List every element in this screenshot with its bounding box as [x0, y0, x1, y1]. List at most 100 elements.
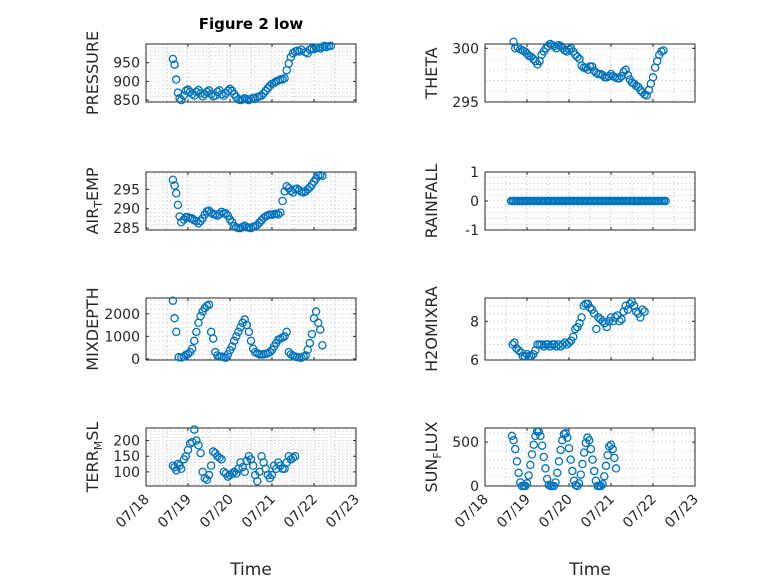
data-point: [640, 307, 649, 316]
data-point: [539, 452, 549, 462]
y-tick-label: 150: [113, 449, 140, 465]
data-point: [234, 327, 243, 337]
data-point: [206, 461, 216, 470]
y-tick-label: 500: [452, 435, 479, 451]
data-point: [571, 50, 580, 59]
data-point: [589, 466, 599, 476]
data-point: [568, 466, 577, 476]
data-point: [578, 459, 587, 469]
data-point: [556, 445, 565, 455]
axes-box: [484, 297, 696, 361]
data-point: [179, 215, 189, 224]
data-point: [196, 448, 205, 458]
data-point: [183, 349, 193, 359]
x-tick-label: 07/19: [155, 492, 195, 532]
data-point: [545, 342, 555, 351]
data-point: [623, 305, 633, 314]
data-point: [629, 301, 639, 310]
data-point: [227, 469, 237, 478]
data-point: [219, 91, 228, 100]
data-point: [588, 455, 597, 464]
y-tick-label: 0: [131, 352, 140, 368]
data-point: [204, 300, 214, 310]
data-point: [261, 86, 270, 96]
data-point: [316, 325, 325, 334]
x-tick-label: 07/20: [536, 492, 576, 532]
data-point: [259, 213, 268, 223]
data-point: [307, 329, 317, 339]
data-point: [223, 350, 233, 359]
y-tick-label: 285: [113, 221, 140, 237]
data-point: [194, 219, 203, 228]
data-point: [586, 444, 596, 454]
data-point: [638, 305, 647, 314]
data-point: [175, 94, 184, 103]
data-point: [170, 314, 179, 323]
data-point: [202, 87, 212, 97]
data-point: [566, 455, 575, 464]
y-tick-label: 1: [470, 165, 479, 181]
data-point: [575, 318, 584, 328]
data-point: [510, 444, 520, 454]
data-point: [642, 91, 651, 100]
data-point: [303, 185, 312, 194]
data-point: [192, 436, 201, 445]
y-tick-label: -1: [465, 223, 479, 239]
data-point: [514, 468, 523, 478]
data-point: [269, 78, 279, 88]
data-point: [217, 207, 226, 217]
data-point: [259, 89, 268, 98]
data-point: [596, 481, 606, 491]
axes-air_temp: 285 290 295 AIRTEMP: [83, 167, 357, 237]
data-point: [311, 307, 321, 316]
data-point: [309, 44, 319, 54]
data-point: [173, 200, 183, 210]
data-point: [636, 313, 645, 322]
data-point: [573, 52, 582, 62]
data-point: [520, 47, 530, 56]
axes-sun_flux: 0 500 07/18 07/19 07/20 07/21 07/22 07/23 Time SU…: [422, 421, 702, 580]
data-point: [536, 431, 545, 441]
data-point: [579, 448, 589, 457]
data-point: [168, 54, 178, 64]
data-point: [558, 436, 567, 445]
x-tick-label: 07/19: [494, 492, 534, 532]
data-point: [584, 436, 594, 445]
x-tick-label: 07/22: [281, 492, 321, 532]
data-point: [221, 209, 231, 218]
y-axis-label: SUNFLUX: [422, 421, 444, 492]
data-point: [248, 461, 258, 470]
data-point: [526, 52, 536, 62]
data-point: [592, 324, 601, 334]
data-point: [240, 315, 249, 324]
data-point: [526, 460, 535, 470]
data-point: [577, 61, 586, 70]
data-point: [561, 429, 570, 438]
y-tick-label: 200: [113, 434, 140, 450]
data-point: [522, 479, 532, 488]
data-point: [552, 468, 562, 478]
y-axis-label: THETA: [422, 47, 441, 99]
data-point: [244, 327, 254, 337]
y-axis-label: H2OMIXRA: [422, 286, 441, 372]
data-point: [617, 315, 626, 324]
data-point: [576, 470, 586, 479]
data-point: [217, 455, 226, 464]
data-point: [255, 218, 264, 227]
data-point: [280, 74, 289, 83]
data-point: [577, 313, 586, 322]
data-point: [265, 347, 275, 357]
data-point: [215, 453, 224, 463]
data-point: [305, 338, 315, 348]
data-point: [168, 175, 178, 184]
x-tick-label: 07/21: [578, 492, 618, 532]
data-point: [257, 91, 266, 100]
data-point: [542, 474, 552, 484]
data-point: [253, 477, 262, 486]
data-point: [253, 220, 262, 230]
data-point: [170, 60, 179, 69]
data-point: [326, 41, 336, 51]
y-axis-label: TERRMSL: [83, 422, 105, 494]
data-point: [282, 182, 291, 191]
